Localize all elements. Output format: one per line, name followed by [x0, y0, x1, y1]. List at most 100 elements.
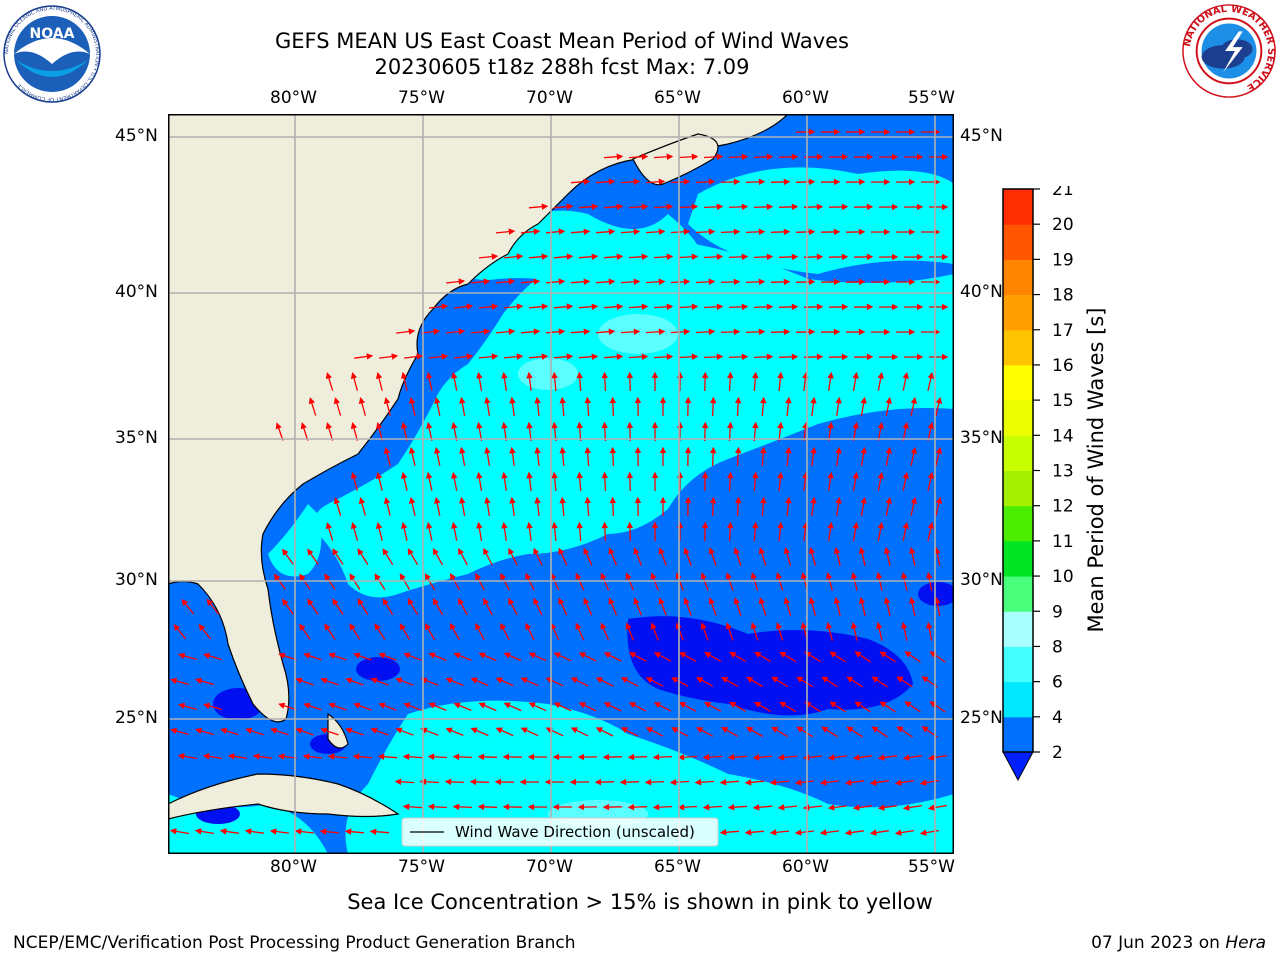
wind-wave-arrow [475, 572, 485, 591]
wind-wave-arrow [177, 753, 198, 760]
wind-wave-arrow [875, 621, 883, 641]
wind-wave-arrow [804, 701, 822, 713]
wind-wave-arrow [400, 421, 408, 441]
wind-wave-arrow [734, 496, 742, 517]
wind-wave-arrow [559, 396, 566, 417]
wind-wave-arrow [553, 303, 574, 310]
wind-wave-arrow [695, 727, 714, 737]
wind-wave-arrow [745, 278, 766, 286]
colorbar-band [1003, 611, 1033, 647]
wind-wave-arrow [358, 497, 367, 516]
wind-wave-arrow [652, 753, 673, 761]
wind-wave-arrow [650, 572, 659, 591]
wind-wave-arrow [308, 397, 317, 416]
wind-wave-arrow [745, 228, 766, 236]
wind-wave-arrow [777, 421, 784, 442]
wind-wave-arrow [902, 371, 909, 391]
wind-wave-arrow [628, 153, 649, 160]
wind-wave-arrow [551, 421, 558, 442]
wind-wave-arrow [753, 303, 774, 311]
wind-wave-arrow [570, 228, 591, 235]
wind-wave-arrow [927, 754, 948, 761]
wind-wave-arrow [344, 828, 365, 835]
wind-wave-arrow [551, 521, 558, 542]
wind-wave-arrow [526, 521, 533, 541]
wind-wave-arrow [429, 303, 449, 310]
wind-wave-arrow [275, 422, 284, 441]
wind-wave-arrow [625, 572, 635, 591]
wind-wave-arrow [778, 353, 799, 361]
wind-wave-arrow [821, 676, 838, 688]
wind-wave-arrow [627, 803, 648, 811]
wind-wave-arrow [752, 471, 759, 492]
wind-wave-arrow [844, 779, 864, 786]
wind-wave-arrow [570, 178, 591, 185]
wind-wave-arrow [399, 573, 411, 591]
wind-wave-arrow [508, 547, 518, 566]
wind-wave-arrow [169, 828, 190, 835]
wind-wave-arrow [475, 622, 485, 641]
wind-wave-arrow [628, 702, 647, 712]
wind-wave-arrow [528, 353, 549, 360]
wind-wave-arrow [703, 303, 724, 311]
wind-wave-arrow [927, 521, 935, 541]
wind-wave-arrow [584, 396, 591, 417]
colorbar-tick-label: 21 [1052, 186, 1074, 200]
wind-wave-arrow [570, 727, 589, 737]
wind-wave-arrow [324, 623, 336, 640]
wind-wave-arrow [550, 622, 560, 641]
wind-wave-arrow [559, 446, 566, 467]
wind-wave-arrow [769, 829, 790, 836]
wave-period-map: Wind Wave Direction (unscaled) [168, 114, 954, 854]
wind-wave-arrow [534, 396, 541, 416]
wind-wave-arrow [608, 547, 618, 566]
wind-wave-arrow [885, 396, 892, 416]
wind-wave-arrow [750, 572, 759, 591]
wind-wave-arrow [178, 702, 197, 711]
wind-wave-arrow [370, 727, 389, 736]
wind-wave-arrow [395, 677, 414, 686]
wind-wave-arrow [919, 779, 940, 786]
wind-wave-arrow [181, 598, 195, 615]
wind-wave-arrow [633, 597, 643, 616]
wind-wave-arrow [645, 228, 666, 235]
graticule-lines [168, 114, 954, 854]
wind-wave-arrow [357, 548, 369, 565]
wind-wave-arrow [796, 726, 814, 738]
wind-wave-arrow [170, 727, 189, 736]
wind-wave-arrow [484, 396, 491, 417]
wind-wave-arrow [901, 621, 908, 641]
wind-wave-arrow [901, 571, 908, 591]
wind-wave-arrow [695, 328, 716, 336]
wind-wave-arrow [601, 521, 609, 542]
wind-wave-arrow [779, 651, 797, 663]
wind-wave-arrow [896, 676, 913, 688]
wind-wave-arrow [869, 779, 889, 786]
wind-wave-arrow [777, 471, 784, 492]
wind-wave-arrow [910, 496, 917, 516]
wind-wave-arrow [835, 496, 842, 516]
wind-wave-arrow [403, 702, 422, 711]
wind-wave-arrow [802, 371, 809, 391]
wind-wave-arrow [808, 597, 817, 616]
wind-wave-arrow [469, 778, 490, 786]
colorbar-tick-label: 17 [1052, 321, 1074, 341]
wind-wave-arrow [645, 278, 666, 285]
wind-wave-arrow [733, 547, 742, 566]
wind-wave-arrow [846, 676, 863, 688]
wind-wave-arrow [382, 598, 394, 616]
wind-wave-arrow [345, 677, 364, 686]
wind-wave-arrow [404, 353, 424, 360]
wind-wave-arrow [449, 572, 460, 591]
wind-wave-arrow [220, 727, 239, 736]
wind-wave-arrow [658, 597, 667, 616]
wind-wave-arrow [734, 446, 742, 467]
credit-text: NCEP/EMC/Verification Post Processing Pr… [13, 933, 576, 953]
wind-wave-arrow [600, 622, 610, 641]
wind-wave-arrow [478, 702, 497, 712]
wind-wave-arrow [470, 677, 489, 687]
wind-wave-arrow [432, 598, 444, 616]
wind-wave-arrow [701, 371, 709, 392]
wind-wave-arrow [559, 496, 566, 517]
wind-wave-arrow [484, 446, 491, 467]
